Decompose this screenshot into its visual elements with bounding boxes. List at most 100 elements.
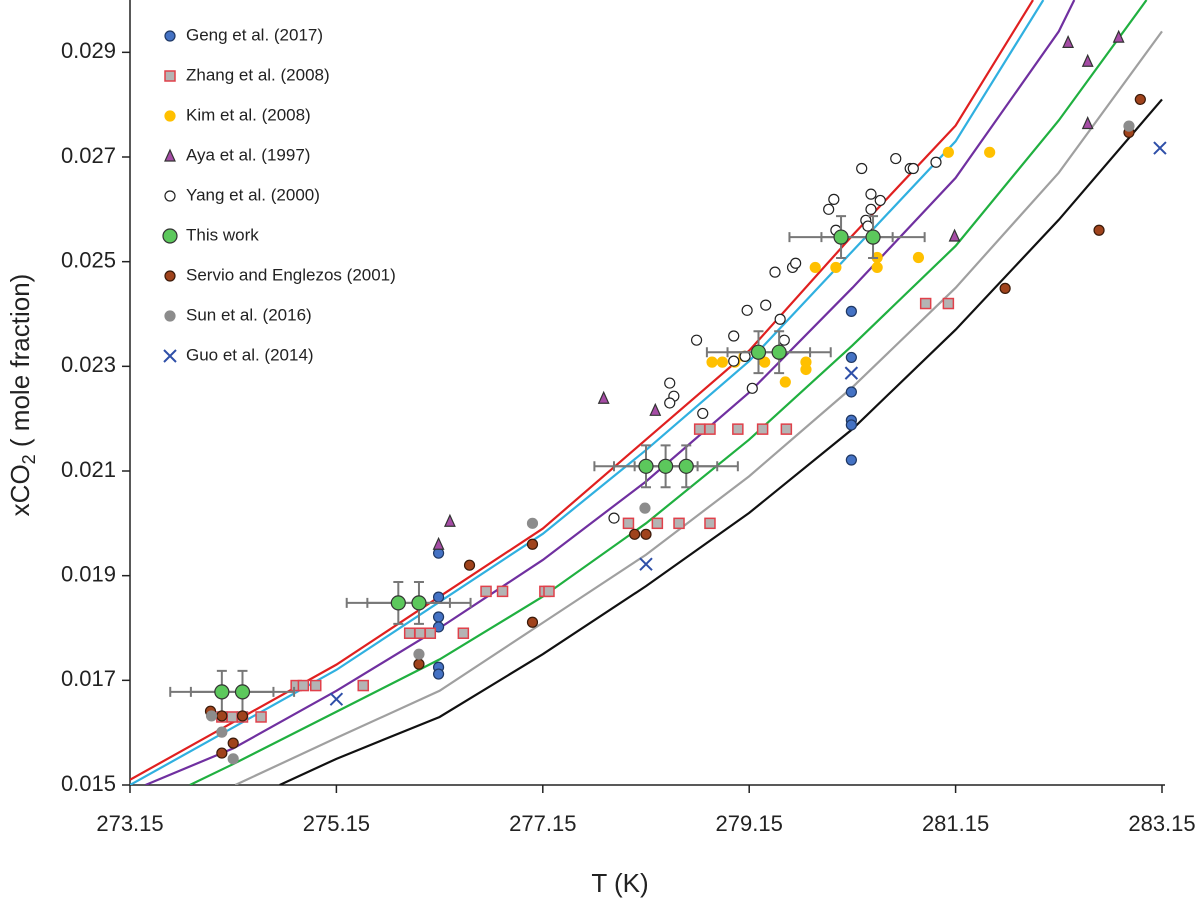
- marker: [651, 517, 664, 530]
- marker: [1081, 116, 1094, 130]
- marker: [750, 344, 767, 360]
- model-line: [279, 98, 1163, 785]
- marker: [690, 334, 703, 346]
- legend-marker: [163, 349, 177, 363]
- marker: [432, 611, 445, 623]
- legend-label: Guo et al. (2014): [186, 345, 314, 364]
- marker: [424, 627, 437, 639]
- marker: [1062, 34, 1075, 48]
- legend-marker: [164, 70, 176, 82]
- marker: [205, 710, 218, 722]
- marker: [874, 194, 886, 207]
- marker: [543, 585, 555, 598]
- marker: [845, 386, 857, 398]
- legend-marker: [164, 148, 176, 162]
- marker: [432, 591, 445, 603]
- marker: [912, 251, 925, 264]
- marker: [329, 692, 344, 706]
- marker: [526, 538, 539, 550]
- marker: [706, 356, 718, 368]
- marker: [760, 299, 772, 311]
- marker: [216, 747, 228, 759]
- marker: [862, 220, 874, 232]
- marker: [658, 458, 674, 474]
- marker: [227, 737, 239, 749]
- legend-label: Yang et al. (2000): [186, 185, 320, 204]
- model-line: [130, 0, 1034, 781]
- marker: [411, 595, 427, 611]
- marker: [697, 407, 709, 420]
- model-line: [130, 0, 1045, 785]
- marker: [759, 356, 771, 368]
- marker: [678, 458, 694, 474]
- marker: [480, 585, 492, 598]
- y-tick-label: 0.023: [61, 352, 116, 377]
- marker: [310, 679, 322, 692]
- marker: [704, 517, 716, 530]
- marker: [526, 517, 539, 529]
- marker: [771, 344, 787, 360]
- marker: [1134, 93, 1146, 106]
- marker: [845, 351, 857, 364]
- marker: [414, 627, 426, 639]
- marker: [640, 528, 652, 540]
- marker: [823, 203, 835, 215]
- marker: [942, 297, 955, 310]
- legend-label: Kim et al. (2008): [186, 105, 311, 124]
- marker: [236, 710, 249, 722]
- marker: [942, 146, 954, 158]
- legend-marker: [164, 190, 176, 202]
- marker: [432, 621, 445, 633]
- marker: [769, 266, 781, 278]
- marker: [226, 711, 238, 723]
- model-line: [189, 0, 1148, 785]
- marker: [1093, 224, 1105, 236]
- marker: [255, 711, 267, 723]
- marker: [809, 261, 821, 274]
- legend-label: Geng et al. (2017): [186, 25, 323, 44]
- marker: [693, 423, 706, 435]
- marker: [432, 536, 445, 550]
- marker: [673, 517, 685, 530]
- y-axis-label: xCO2 ( mole fraction): [5, 274, 39, 517]
- legend-marker: [164, 270, 176, 282]
- marker: [828, 193, 840, 205]
- marker: [639, 557, 653, 571]
- marker: [984, 146, 996, 158]
- marker: [845, 305, 857, 317]
- marker: [716, 356, 728, 368]
- legend-label: Servio and Englezos (2001): [186, 265, 396, 284]
- marker: [845, 454, 857, 466]
- marker: [432, 668, 445, 680]
- marker: [664, 377, 676, 389]
- x-tick-label: 277.15: [509, 811, 576, 836]
- legend-marker: [164, 110, 176, 122]
- legend-label: Aya et al. (1997): [186, 145, 310, 164]
- marker: [728, 355, 740, 367]
- marker: [297, 679, 310, 692]
- marker: [1153, 141, 1167, 155]
- marker: [756, 423, 769, 435]
- legend-marker: [164, 310, 176, 322]
- marker: [844, 366, 859, 380]
- marker: [865, 229, 881, 245]
- legend-label: Zhang et al. (2008): [186, 65, 330, 84]
- x-tick-label: 283.15: [1128, 811, 1195, 836]
- marker: [919, 297, 932, 310]
- marker: [865, 203, 877, 215]
- marker: [948, 228, 961, 242]
- x-tick-label: 279.15: [716, 811, 783, 836]
- y-tick-label: 0.027: [61, 143, 116, 168]
- marker: [732, 423, 744, 435]
- marker: [664, 397, 676, 409]
- marker: [649, 402, 662, 416]
- marker: [830, 261, 842, 274]
- marker: [403, 627, 416, 639]
- legend-marker: [164, 30, 176, 42]
- marker: [413, 658, 425, 670]
- marker: [1123, 120, 1135, 132]
- x-tick-label: 275.15: [303, 811, 370, 836]
- marker: [214, 684, 230, 700]
- marker: [728, 330, 740, 342]
